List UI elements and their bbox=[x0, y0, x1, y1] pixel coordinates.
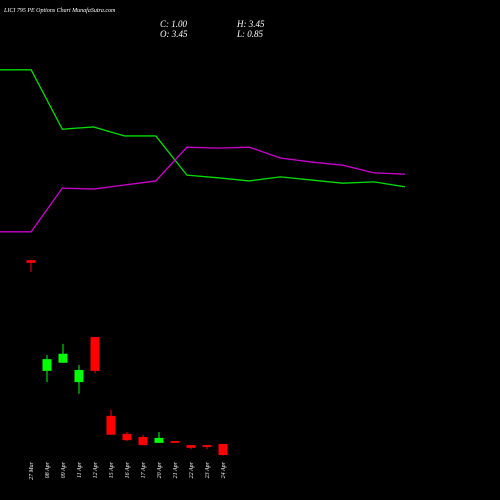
candle-body bbox=[186, 445, 196, 448]
x-tick-label: 21 Apr bbox=[173, 461, 179, 478]
ohlc-low: L: 0.85 bbox=[236, 29, 264, 39]
x-tick-label: 22 Apr bbox=[189, 461, 195, 478]
x-tick-label: 27 Mar bbox=[29, 461, 35, 479]
x-tick-label: 17 Apr bbox=[141, 461, 147, 478]
x-tick-label: 11 Apr bbox=[77, 461, 83, 478]
candle-body bbox=[90, 337, 100, 371]
candle-body bbox=[218, 443, 228, 455]
x-tick-label: 15 Apr bbox=[109, 461, 115, 478]
candle-body bbox=[202, 445, 212, 447]
x-tick-label: 08 Apr bbox=[45, 461, 51, 478]
candle-body bbox=[154, 437, 164, 443]
candle-body bbox=[106, 415, 116, 435]
candle-body bbox=[26, 260, 36, 263]
x-tick-label: 20 Apr bbox=[157, 461, 163, 478]
x-tick-label: 16 Apr bbox=[125, 461, 131, 478]
candle-body bbox=[170, 441, 180, 443]
x-tick-label: 23 Apr bbox=[205, 461, 211, 478]
ohlc-open: O: 3.45 bbox=[160, 29, 188, 39]
candle-body bbox=[42, 359, 52, 371]
x-tick-label: 24 Apr bbox=[220, 461, 227, 478]
candle-body bbox=[138, 437, 148, 446]
line bbox=[0, 69, 406, 188]
candle-body bbox=[122, 433, 132, 441]
ohlc-high: H: 3.45 bbox=[236, 19, 265, 29]
candle-body bbox=[58, 353, 68, 363]
chart-title: LICI 795 PE Options Chart MunafaSutra.co… bbox=[3, 7, 116, 14]
ohlc-close: C: 1.00 bbox=[160, 19, 188, 29]
line bbox=[0, 146, 406, 233]
x-tick-label: 09 Apr bbox=[61, 461, 67, 478]
candle-body bbox=[74, 369, 84, 383]
x-tick-label: 12 Apr bbox=[93, 461, 99, 478]
